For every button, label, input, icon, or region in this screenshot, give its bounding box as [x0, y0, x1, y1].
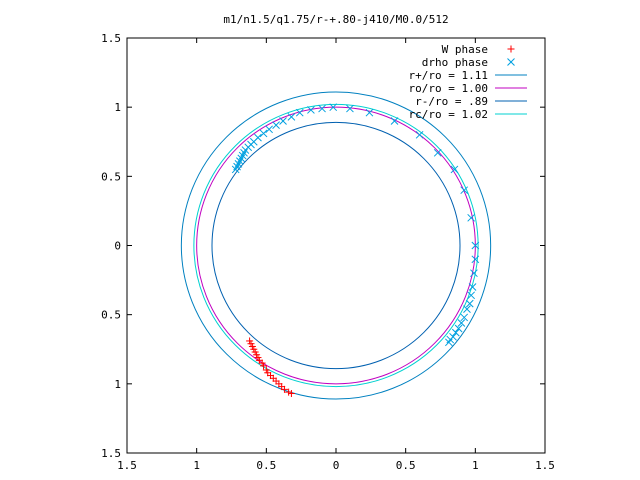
legend-label: r-/ro = .89: [415, 95, 488, 108]
drho-phase-point: [390, 117, 399, 125]
drho-phase-point: [467, 291, 476, 300]
legend-marker: [507, 45, 515, 53]
legend-label: ro/ro = 1.00: [409, 82, 488, 95]
drho-phase-point: [454, 324, 463, 333]
drho-phase-point: [272, 121, 280, 130]
data-points: [231, 103, 480, 398]
y-tick-label: 1.5: [101, 32, 121, 45]
circle-r+ro: [180, 91, 492, 400]
drho-phase-point: [329, 103, 338, 112]
x-tick-label: 1: [193, 459, 200, 472]
drho-phase-point: [433, 148, 442, 157]
x-tick-label: 0: [333, 459, 340, 472]
drho-phase-point: [307, 106, 315, 114]
drho-phase-point: [450, 165, 459, 174]
drho-phase-point: [254, 133, 262, 142]
drho-phase-point: [460, 313, 469, 322]
drho-phase-point: [471, 255, 480, 264]
legend-label: r+/ro = 1.11: [409, 69, 488, 82]
axis-ticks: 1.5 1 0.5 0 0.5 1 1.51.510.500.511.5: [101, 32, 555, 472]
y-tick-label: 0.5: [101, 309, 121, 322]
drho-phase-point: [295, 108, 304, 117]
chart-title: m1/n1.5/q1.75/r-+.80-j410/M0.0/512: [223, 13, 448, 26]
drho-phase-point: [445, 338, 453, 347]
y-tick-label: 0: [114, 240, 121, 253]
y-tick-label: 0.5: [101, 170, 121, 183]
reference-circles: [180, 91, 492, 400]
legend-marker: [507, 58, 515, 66]
drho-phase-point: [460, 186, 469, 195]
y-tick-label: 1.5: [101, 447, 121, 460]
legend-label: W phase: [442, 43, 488, 56]
drho-phase-point: [467, 213, 476, 222]
drho-phase-point: [463, 305, 471, 313]
drho-phase-point: [415, 130, 424, 139]
x-tick-label: 1.5: [117, 459, 137, 472]
legend-label: rc/ro = 1.02: [409, 108, 488, 121]
drho-phase-point: [259, 129, 268, 138]
drho-phase-point: [318, 104, 326, 113]
x-tick-label: 0.5: [396, 459, 416, 472]
x-tick-label: 1: [472, 459, 479, 472]
drho-phase-point: [279, 117, 287, 125]
y-tick-label: 1: [114, 101, 121, 114]
drho-phase-point: [471, 241, 480, 250]
drho-phase-point: [265, 125, 273, 134]
x-tick-label: 1.5: [535, 459, 555, 472]
x-tick-label: 0.5: [256, 459, 276, 472]
circle-r-ro: [211, 121, 461, 370]
drho-phase-point: [287, 112, 296, 121]
w-phase-point: [287, 390, 295, 398]
circle-roro: [196, 106, 476, 385]
w-phase-point: [280, 385, 288, 393]
y-tick-label: 1: [114, 378, 121, 391]
drho-phase-point: [470, 269, 478, 278]
drho-phase-point: [468, 283, 477, 291]
w-phase-point: [260, 362, 268, 370]
drho-phase-point: [446, 335, 455, 344]
drho-phase-point: [346, 104, 354, 113]
drho-phase-point: [457, 319, 466, 327]
drho-phase-point: [451, 328, 460, 337]
legend-label: drho phase: [422, 56, 488, 69]
drho-phase-point: [365, 108, 374, 117]
drho-phase-point: [465, 299, 474, 308]
circle-rcro: [193, 103, 479, 388]
